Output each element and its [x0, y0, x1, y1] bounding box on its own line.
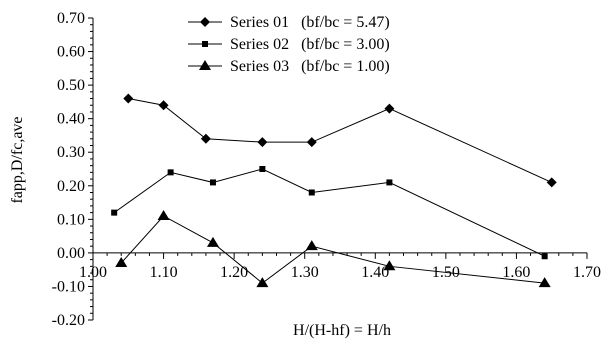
- data-point-diamond: [200, 133, 211, 144]
- series-3: [115, 209, 551, 288]
- data-point-triangle: [115, 256, 128, 267]
- data-point-triangle: [206, 236, 219, 247]
- x-tick-label: 1.30: [291, 264, 319, 281]
- x-tick-label: 1.40: [361, 264, 389, 281]
- axes: -0.20 -0.10 0.00 0.10 0.20 0.30 0.40 0.50 0.60 0.…: [52, 10, 601, 329]
- y-tick-label: 0.00: [57, 245, 85, 262]
- x-axis-label: H/(H-hf) = H/h: [293, 322, 391, 339]
- series-2: [111, 166, 548, 260]
- y-tick-label: 0.60: [57, 44, 85, 61]
- data-point-square: [308, 189, 315, 196]
- series-line: [128, 98, 552, 183]
- legend: Series 01 (bf/bc = 5.47) Series 02 (bf/bc…: [188, 14, 390, 75]
- data-point-diamond: [123, 93, 134, 104]
- legend-item-1: Series 01 (bf/bc = 5.47): [188, 14, 390, 31]
- data-point-triangle: [305, 240, 318, 251]
- data-point-triangle: [538, 277, 551, 288]
- data-point-diamond: [306, 137, 317, 148]
- x-tick-label: 1.70: [573, 264, 601, 281]
- series-line: [113, 168, 545, 257]
- data-point-diamond: [546, 177, 557, 188]
- data-point-square: [167, 169, 174, 176]
- x-tick-label: 1.60: [502, 264, 530, 281]
- legend-label: Series 03 (bf/bc = 1.00): [230, 58, 390, 75]
- diamond-marker: [200, 17, 210, 27]
- y-tick-label: 0.50: [57, 77, 85, 94]
- y-axis-label: fapp,D/fc,ave: [9, 116, 26, 203]
- y-tick-label: -0.10: [52, 278, 85, 295]
- x-tick-label: 1.10: [150, 264, 178, 281]
- data-point-triangle: [256, 277, 269, 288]
- y-tick-label: -0.20: [52, 312, 85, 329]
- data-point-diamond: [257, 137, 268, 148]
- square-marker: [202, 41, 208, 47]
- y-tick-label: 0.10: [57, 211, 85, 228]
- y-tick-label: 0.70: [57, 10, 85, 27]
- data-point-square: [209, 179, 216, 186]
- series-1: [123, 93, 557, 188]
- data-point-square: [259, 166, 266, 172]
- series-layer: [111, 93, 557, 288]
- data-point-triangle: [383, 260, 396, 271]
- data-point-square: [111, 209, 118, 216]
- legend-item-2: Series 02 (bf/bc = 3.00): [188, 36, 390, 53]
- data-point-diamond: [158, 100, 169, 111]
- y-tick-label: 0.20: [57, 178, 85, 195]
- x-tick-label: 1.00: [79, 264, 107, 281]
- legend-label: Series 02 (bf/bc = 3.00): [230, 36, 390, 53]
- legend-item-3: Series 03 (bf/bc = 1.00): [188, 58, 390, 75]
- legend-label: Series 01 (bf/bc = 5.47): [230, 14, 390, 31]
- x-tick-label: 1.20: [220, 264, 248, 281]
- data-point-square: [386, 179, 393, 186]
- data-point-square: [541, 253, 548, 260]
- y-tick-label: 0.30: [57, 144, 85, 161]
- triangle-marker: [199, 60, 211, 70]
- y-tick-label: 0.40: [57, 111, 85, 128]
- data-point-diamond: [384, 103, 395, 114]
- data-point-triangle: [157, 209, 170, 220]
